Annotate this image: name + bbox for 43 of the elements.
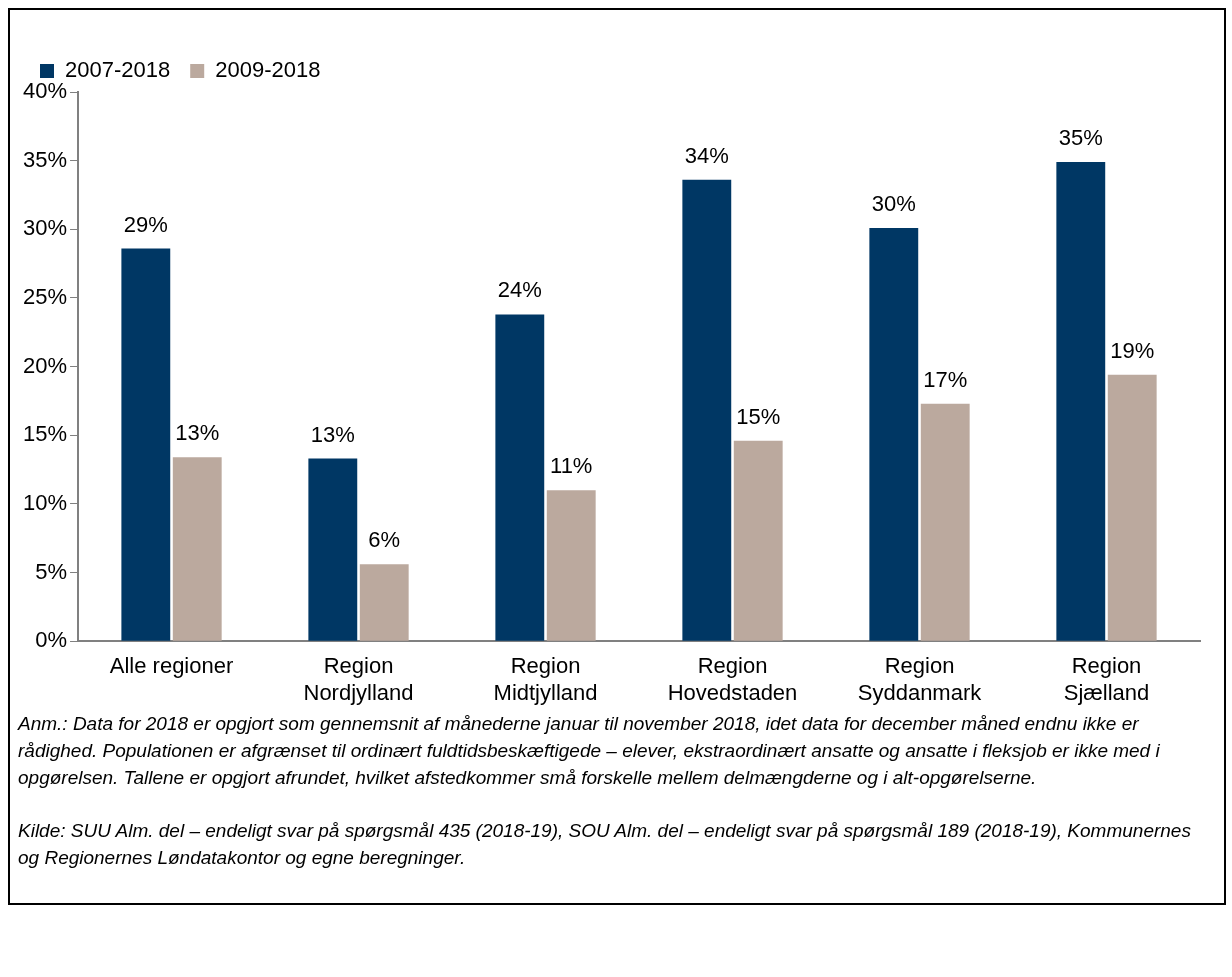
data-label: 24% [497,277,542,303]
data-label: 30% [871,190,916,216]
y-tick-label: 35% [22,146,68,172]
bar [546,490,596,641]
data-label: 35% [1058,125,1103,151]
x-tick-label: Region Midtjylland [493,653,598,705]
legend-label: 2007-2018 [65,57,171,83]
text: Anm.: Data for 2018 er opgjort som gennemsnit af månederne januar til november 2018, idet data for december måned endnu ikke er rådighed. Populationen er afgrænset til ordinært fuldtidsbeskæftigede – elever, ekstraordinært ansatte og ansatte i fleksjob er ikke med i opgørelsen. Tallene er opgjort afrundet, hvilket afstedkommer små forskelle mellem delmængderne og i alt-opgørelserne. [18,712,1161,790]
y-tick-label: 30% [22,215,68,241]
bar [733,440,783,641]
y-tick-label: 0% [35,627,68,653]
legend-label: 2009-2018 [215,57,321,83]
bar [359,564,409,641]
y-tick-label: 40% [22,78,68,104]
x-tick-label: Region Syddanmark [857,653,983,705]
bar [869,227,919,641]
y-tick-label: 25% [22,284,68,310]
data-label: 34% [684,142,729,168]
x-tick-label: Region Sjælland [1063,653,1150,705]
y-tick-label: 10% [22,489,68,515]
data-label: 15% [736,403,781,429]
y-tick-label: 20% [22,352,68,378]
x-tick-label: Alle regioner [109,653,234,679]
x-tick-label: Region Hovedstaden [667,653,798,705]
data-label: 29% [123,211,168,237]
bar [495,314,545,641]
bar [172,457,222,641]
bar [920,403,970,641]
data-label: 13% [175,420,220,446]
y-tick-label: 15% [22,421,68,447]
bar [682,179,732,641]
x-tick-label: Region Nordjylland [303,653,414,705]
bar [308,458,358,641]
y-tick-label: 5% [35,558,68,584]
data-label: 17% [923,366,968,392]
text: Kilde: SUU Alm. del – endeligt svar på spørgsmål 435 (2018-19), SOU Alm. del – endeligt svar på spørgsmål 189 (2018-19), Kommunernes og Regionernes Løndatakontor og egne beregninger. [18,819,1192,870]
data-label: 6% [368,527,401,553]
bar [1056,162,1106,641]
data-label: 13% [310,421,355,447]
data-label: 19% [1110,337,1155,363]
data-label: 11% [550,453,593,479]
bar [121,248,171,641]
bar [1107,374,1157,641]
